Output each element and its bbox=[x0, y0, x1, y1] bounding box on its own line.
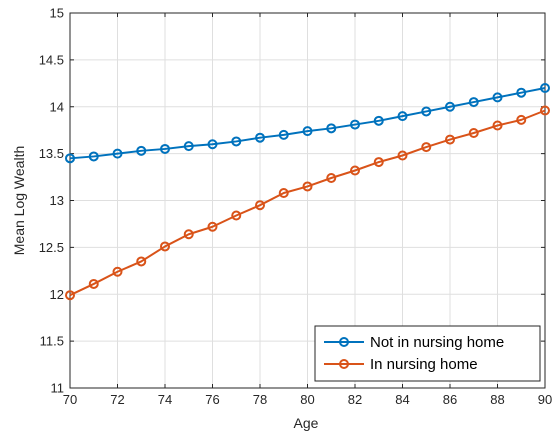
data-point bbox=[112, 148, 123, 159]
data-point bbox=[183, 229, 194, 240]
data-point bbox=[492, 92, 503, 103]
x-tick-label: 90 bbox=[538, 392, 552, 407]
y-tick-label: 14 bbox=[50, 99, 64, 114]
x-tick-label: 72 bbox=[110, 392, 124, 407]
data-point bbox=[160, 241, 170, 252]
y-tick-label: 14.5 bbox=[39, 52, 64, 67]
x-tick-label: 76 bbox=[205, 392, 219, 407]
data-point bbox=[160, 143, 170, 154]
data-point bbox=[278, 188, 289, 198]
data-point bbox=[231, 136, 242, 147]
data-point bbox=[278, 129, 289, 140]
data-point bbox=[326, 123, 337, 134]
data-point bbox=[65, 290, 75, 301]
series-line bbox=[69, 109, 546, 297]
legend-box bbox=[314, 325, 541, 382]
data-point bbox=[136, 145, 147, 156]
y-axis-label: Mean Log Wealth bbox=[11, 146, 27, 255]
legend-label: Not in nursing home bbox=[370, 334, 504, 351]
data-point bbox=[65, 153, 75, 164]
series-line bbox=[69, 87, 546, 160]
data-point bbox=[540, 105, 550, 116]
data-point bbox=[445, 134, 455, 145]
data-point bbox=[468, 97, 479, 108]
legend-marker bbox=[339, 359, 349, 369]
data-point bbox=[88, 278, 99, 289]
x-tick-label: 86 bbox=[443, 392, 457, 407]
y-tick-label: 11 bbox=[51, 381, 65, 396]
x-tick-label: 84 bbox=[395, 392, 409, 407]
y-tick-label: 11.5 bbox=[40, 334, 64, 349]
y-tick-label: 13 bbox=[50, 193, 64, 208]
data-point bbox=[255, 132, 265, 143]
y-tick-label: 15 bbox=[50, 6, 64, 21]
data-point bbox=[516, 87, 527, 98]
data-point bbox=[207, 139, 218, 150]
data-point bbox=[468, 128, 479, 138]
data-point bbox=[350, 119, 360, 130]
data-point bbox=[540, 83, 550, 93]
legend-marker bbox=[339, 337, 349, 347]
data-point bbox=[326, 173, 337, 183]
x-axis-label: Age bbox=[294, 415, 319, 431]
data-point bbox=[421, 106, 432, 117]
data-point bbox=[492, 120, 503, 131]
x-tick-label: 78 bbox=[253, 392, 267, 407]
y-tick-label: 12.5 bbox=[39, 240, 64, 255]
data-point bbox=[231, 210, 242, 221]
data-point bbox=[136, 256, 147, 267]
data-point bbox=[350, 165, 360, 176]
data-point bbox=[397, 150, 408, 161]
axis-ticks: 70 72 74 76 78 80 82 84 86 88 90 11 11.5 12 12.5 13 13.5… bbox=[39, 6, 553, 408]
series-1 bbox=[65, 83, 550, 164]
data-point bbox=[373, 157, 384, 168]
data-point bbox=[421, 142, 432, 153]
data-point bbox=[183, 141, 194, 152]
data-point bbox=[397, 111, 408, 122]
series-2 bbox=[65, 105, 550, 301]
x-tick-label: 82 bbox=[348, 392, 362, 407]
data-point bbox=[207, 221, 218, 232]
y-tick-label: 13.5 bbox=[39, 146, 64, 161]
data-point bbox=[445, 101, 455, 112]
data-point bbox=[302, 181, 313, 192]
data-point bbox=[112, 266, 123, 277]
legend-item: In nursing home bbox=[324, 356, 478, 373]
x-tick-label: 80 bbox=[300, 392, 314, 407]
x-tick-label: 74 bbox=[158, 392, 172, 407]
series-layer bbox=[65, 83, 550, 301]
legend-item: Not in nursing home bbox=[324, 334, 504, 351]
data-point bbox=[516, 114, 527, 125]
x-tick-label: 70 bbox=[63, 392, 77, 407]
legend-label: In nursing home bbox=[370, 356, 478, 373]
data-point bbox=[302, 126, 313, 137]
data-point bbox=[255, 200, 265, 211]
data-point bbox=[88, 151, 99, 162]
data-point bbox=[373, 115, 384, 126]
x-tick-label: 88 bbox=[490, 392, 504, 407]
legend: Not in nursing home In nursing home bbox=[314, 325, 541, 382]
y-tick-label: 12 bbox=[50, 287, 64, 302]
